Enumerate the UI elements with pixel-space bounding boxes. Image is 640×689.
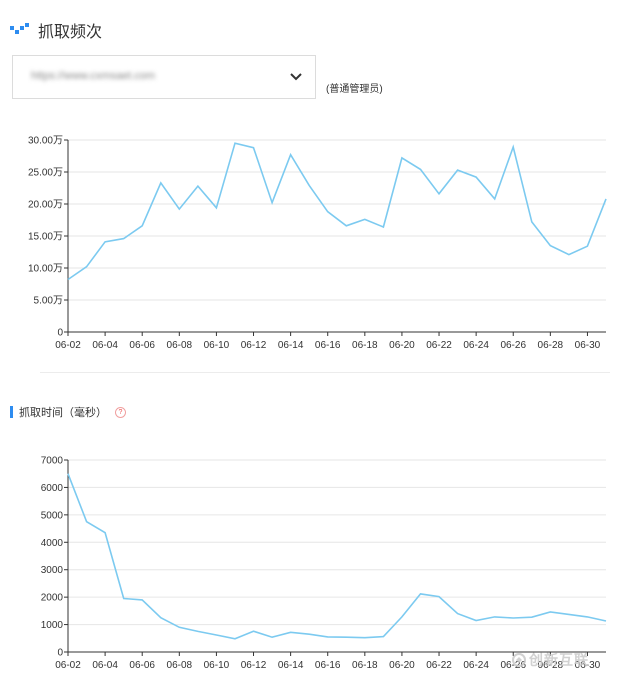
site-select-value: https://www.cxmsaet.com: [31, 70, 156, 82]
paw-logo-icon: [10, 23, 29, 34]
crawl-frequency-chart: 0 5.00万 10.00万 15.00万 20.00万 25.00万 30.00万 06-0…: [28, 136, 607, 351]
x-tick-label: 06-20: [389, 340, 415, 351]
x-tick-label: 06-10: [204, 660, 230, 671]
series-line: [67, 142, 607, 281]
x-tick-label: 06-08: [167, 340, 193, 351]
x-tick-label: 06-24: [463, 660, 489, 671]
x-tick-label: 06-28: [538, 660, 564, 671]
site-select[interactable]: https://www.cxmsaet.com: [12, 55, 316, 99]
y-tick-label: 20.00万: [28, 200, 63, 211]
x-tick-label: 06-22: [426, 660, 452, 671]
x-tick-label: 06-16: [315, 660, 341, 671]
x-tick-label: 06-30: [575, 660, 601, 671]
x-tick-label: 06-06: [129, 660, 155, 671]
x-tick-label: 06-04: [92, 660, 118, 671]
x-tick-label: 06-12: [241, 660, 267, 671]
y-tick-label: 10.00万: [28, 264, 63, 275]
x-tick-label: 06-08: [167, 660, 193, 671]
y-tick-label: 30.00万: [28, 136, 63, 147]
y-tick-label: 4000: [41, 538, 64, 549]
x-tick-label: 06-24: [463, 340, 489, 351]
watermark-logo-icon: [512, 653, 526, 667]
crawl-time-chart: 0 1000 2000 3000 4000 5000 6000 7000 06-02 06-04 0…: [41, 456, 607, 671]
role-label: (普通管理员): [326, 84, 383, 95]
x-tick-label: 06-06: [129, 340, 155, 351]
watermark: 创新互联: [512, 650, 589, 670]
watermark-text: 创新互联: [529, 652, 589, 668]
y-tick-label: 0: [57, 648, 63, 659]
x-tick-label: 06-18: [352, 660, 378, 671]
y-tick-label: 3000: [41, 565, 64, 576]
x-tick-label: 06-10: [204, 340, 230, 351]
help-icon[interactable]: ?: [115, 406, 126, 418]
x-tick-label: 06-20: [389, 660, 415, 671]
x-tick-label: 06-28: [538, 340, 564, 351]
y-tick-label: 0: [57, 328, 63, 339]
y-tick-label: 7000: [41, 456, 64, 467]
x-tick-label: 06-02: [55, 660, 81, 671]
y-tick-label: 5000: [41, 510, 64, 521]
y-tick-label: 6000: [41, 483, 64, 494]
x-tick-label: 06-14: [278, 340, 304, 351]
x-tick-label: 06-26: [500, 660, 526, 671]
section-accent-bar: [10, 406, 13, 418]
x-tick-label: 06-14: [278, 660, 304, 671]
y-tick-label: 15.00万: [28, 232, 63, 243]
x-tick-label: 06-12: [241, 340, 267, 351]
x-tick-label: 06-30: [575, 340, 601, 351]
y-tick-label: 2000: [41, 593, 64, 604]
page-title: 抓取频次: [38, 24, 103, 41]
x-tick-label: 06-04: [92, 340, 118, 351]
y-tick-label: 1000: [41, 620, 64, 631]
x-tick-label: 06-16: [315, 340, 341, 351]
x-tick-label: 06-26: [500, 340, 526, 351]
x-tick-label: 06-22: [426, 340, 452, 351]
crawl-time-title: 抓取时间（毫秒）: [19, 407, 107, 419]
y-tick-label: 25.00万: [28, 168, 63, 179]
series-line: [67, 473, 607, 640]
x-tick-label: 06-18: [352, 340, 378, 351]
page-header: 抓取频次: [10, 18, 102, 42]
chevron-down-icon: [290, 73, 302, 81]
crawl-time-section-header: 抓取时间（毫秒） ?: [10, 404, 126, 420]
section-divider: [40, 372, 610, 373]
y-tick-label: 5.00万: [34, 296, 63, 307]
x-tick-label: 06-02: [55, 340, 81, 351]
